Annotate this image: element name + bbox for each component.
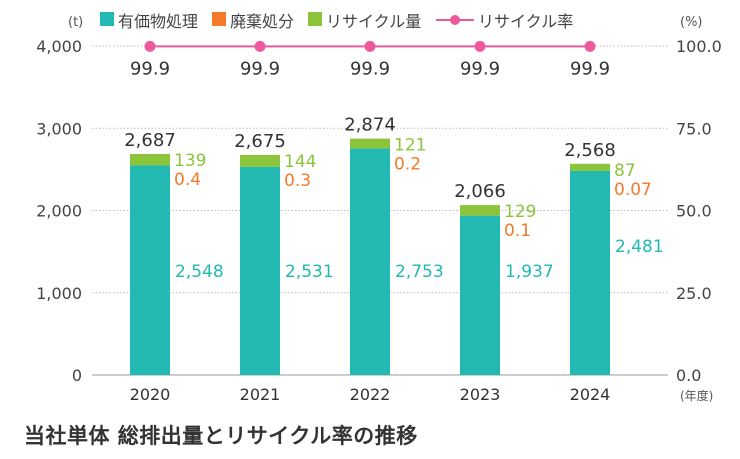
rate-label: 99.9 [570,58,610,79]
left-tick-label: 2,000 [36,202,82,221]
rate-label: 99.9 [130,58,170,79]
disposal-label: 0.3 [284,171,311,191]
rate-point [584,40,596,52]
bar-recycle [130,153,170,166]
total-label: 2,675 [234,131,286,152]
left-tick-label: 3,000 [36,119,82,138]
valuables-label: 2,481 [615,237,664,257]
disposal-label: 0.2 [394,155,421,175]
bar-valuables [570,170,610,375]
right-tick-label: 25.0 [676,284,712,303]
bar-valuables [130,165,170,375]
rate-label: 99.9 [460,58,500,79]
x-tick-label: 2021 [240,385,281,404]
rate-point [474,40,486,52]
left-tick-label: 0 [72,366,82,385]
valuables-label: 2,531 [285,262,334,282]
right-tick-label: 50.0 [676,202,712,221]
legend-label: リサイクル量 [326,12,421,31]
valuables-label: 2,753 [395,262,444,282]
legend-label: 廃棄処分 [230,12,294,31]
legend-label: 有価物処理 [118,12,198,31]
left-axis-unit: (t) [68,15,83,30]
disposal-label: 0.4 [174,170,201,190]
bar-recycle [240,154,280,167]
legend-label: リサイクル率 [478,12,573,31]
rate-label: 99.9 [350,58,390,79]
recycle-label: 144 [284,152,316,172]
rate-point [364,40,376,52]
total-label: 2,568 [564,140,616,161]
bar-recycle [460,205,500,216]
right-tick-label: 100.0 [676,37,722,56]
recycle-label: 121 [394,136,426,156]
total-label: 2,874 [344,115,396,136]
legend-swatch-icon [100,12,114,26]
right-axis-unit: (%) [680,15,703,30]
bar-valuables [350,148,390,375]
total-label: 2,066 [454,181,506,202]
x-tick-label: 2020 [130,385,171,404]
legend-marker-icon [450,15,460,25]
rate-point [144,40,156,52]
total-label: 2,687 [124,130,176,151]
bar-valuables [240,166,280,375]
rate-label: 99.9 [240,58,280,79]
right-tick-label: 75.0 [676,119,712,138]
chart-title: 当社単体 総排出量とリサイクル率の推移 [24,424,418,448]
left-tick-label: 4,000 [36,37,82,56]
recycle-label: 129 [504,202,536,222]
bar-recycle [350,138,390,149]
recycle-label: 139 [174,151,206,171]
disposal-label: 0.1 [504,221,531,241]
recycle-label: 87 [614,161,636,181]
valuables-label: 1,937 [505,262,554,282]
legend-swatch-icon [212,12,226,26]
x-axis-unit: (年度) [680,388,713,403]
bar-recycle [570,163,610,171]
left-tick-label: 1,000 [36,284,82,303]
legend-swatch-icon [308,12,322,26]
x-tick-label: 2022 [350,385,391,404]
right-tick-label: 0.0 [676,366,701,385]
rate-point [254,40,266,52]
x-tick-label: 2024 [570,385,611,404]
disposal-label: 0.07 [614,180,652,200]
valuables-label: 2,548 [175,262,224,282]
x-tick-label: 2023 [460,385,501,404]
bar-valuables [460,215,500,375]
